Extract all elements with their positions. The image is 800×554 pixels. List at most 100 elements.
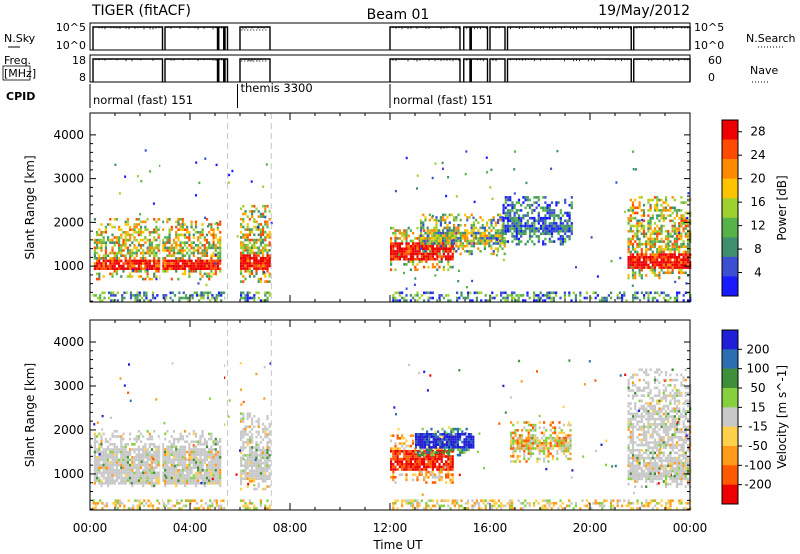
- ytick-label-0-2: 3000: [53, 172, 84, 186]
- colorbar-frame: [721, 329, 739, 505]
- colorbar-seg-1: [722, 349, 738, 369]
- colorbar-tick-1-7: -200: [744, 478, 771, 492]
- freq-tick-low: 8: [79, 71, 86, 84]
- colorbar-tick-0-4: 20: [750, 172, 765, 186]
- colorbar-seg-5: [722, 217, 738, 238]
- freq-tick-high: 18: [72, 54, 86, 67]
- colorbar-tick-1-5: -50: [748, 439, 768, 453]
- freq-label-box: [2, 65, 31, 81]
- echo-region-3: [420, 213, 506, 256]
- colorbar-tick-0-0: 4: [754, 266, 762, 280]
- ylabel-1: Slant Range [km]: [23, 363, 37, 467]
- colorbar-tick-0-6: 28: [750, 125, 765, 139]
- ytick-label-1-3: 4000: [53, 335, 84, 349]
- nsky-tick-low: 10^0: [56, 39, 86, 52]
- colorbar-seg-5: [722, 426, 738, 447]
- velocity-colorbar: [721, 329, 742, 505]
- cpid-mode-1: themis 3300: [241, 81, 313, 95]
- cpid-label: CPID: [6, 90, 35, 103]
- colorbar-seg-8: [722, 276, 738, 297]
- nsearch-label: N.Search: [746, 32, 796, 45]
- ytick-label-1-1: 2000: [53, 423, 84, 437]
- echo-region-0: [93, 430, 222, 488]
- xtick-label-6: 00:00: [673, 521, 708, 535]
- freq-trace: [92, 58, 691, 82]
- nave-label: Nave: [750, 64, 778, 77]
- nsearch-tick-high: 10^5: [694, 21, 724, 34]
- colorbar-tick-0-1: 8: [754, 242, 762, 256]
- colorbar-seg-0: [722, 120, 738, 140]
- echo-region-4: [510, 421, 572, 463]
- radar-title: TIGER (fitACF): [91, 3, 191, 19]
- nsky-noise: [92, 27, 689, 30]
- colorbar-seg-7: [722, 465, 738, 485]
- nsky-label: N.Sky: [4, 32, 36, 45]
- colorbar-seg-4: [722, 198, 738, 219]
- near-range-echoes: [92, 499, 692, 510]
- colorbar-tick-0-2: 12: [750, 219, 765, 233]
- xtick-label-3: 12:00: [373, 521, 408, 535]
- colorbar-seg-8: [722, 484, 738, 505]
- cpid-mode-0: normal (fast) 151: [93, 93, 193, 107]
- freq-label-2: [MHz]: [4, 67, 36, 80]
- xtick-label-0: 00:00: [73, 521, 108, 535]
- xtick-label-1: 04:00: [173, 521, 208, 535]
- ylabel-0: Slant Range [km]: [23, 155, 37, 259]
- echo-region-5: [627, 196, 692, 280]
- echo-region-2: [390, 226, 454, 271]
- colorbar-tick-1-4: -15: [748, 420, 768, 434]
- power-colorbar: [721, 119, 742, 297]
- freq-label-1: Freq.: [4, 54, 31, 67]
- date-label: 19/May/2012: [598, 3, 690, 19]
- echo-region-4: [502, 196, 573, 246]
- echo-region-0: [93, 218, 222, 281]
- colorbar-label-0: Power [dB]: [775, 175, 789, 240]
- beam-label: Beam 01: [367, 7, 430, 23]
- echo-region-2: [390, 434, 454, 484]
- colorbar-label-1: Velocity [m s^-1]: [775, 365, 789, 469]
- power-frame: [89, 112, 691, 303]
- colorbar-seg-2: [722, 159, 738, 179]
- colorbar-tick-0-5: 24: [750, 148, 765, 162]
- ytick-label-0-3: 4000: [53, 128, 84, 142]
- echo-region-1: [240, 204, 271, 283]
- colorbar-seg-6: [722, 237, 738, 258]
- colorbar-seg-0: [722, 330, 738, 350]
- colorbar-tick-0-3: 16: [750, 195, 765, 209]
- colorbar-seg-3: [722, 388, 738, 408]
- colorbar-seg-4: [722, 407, 738, 427]
- freq-noise: [92, 59, 689, 62]
- colorbar-tick-1-6: -100: [744, 458, 771, 472]
- colorbar-seg-1: [722, 139, 738, 160]
- echo-region-1: [240, 412, 271, 491]
- nsky-trace: [92, 26, 691, 50]
- xtick-label-2: 08:00: [273, 521, 308, 535]
- nave-tick-low: 0: [708, 71, 715, 84]
- colorbar-tick-1-2: 50: [750, 381, 765, 395]
- colorbar-tick-1-1: 100: [747, 362, 770, 376]
- xtick-label-5: 20:00: [573, 521, 608, 535]
- scatter-echoes: [90, 359, 690, 496]
- colorbar-seg-2: [722, 368, 738, 389]
- colorbar-tick-1-0: 200: [747, 342, 770, 356]
- echo-region-5: [627, 368, 692, 488]
- colorbar-seg-3: [722, 178, 738, 199]
- colorbar-tick-1-3: 15: [750, 400, 765, 414]
- nave-tick-high: 60: [708, 54, 722, 67]
- colorbar-seg-6: [722, 446, 738, 466]
- nsky-tick-high: 10^5: [56, 21, 86, 34]
- cpid-mode-2: normal (fast) 151: [393, 93, 493, 107]
- nsearch-tick-low: 10^0: [694, 39, 724, 52]
- ytick-label-1-2: 3000: [53, 379, 84, 393]
- xaxis-label: Time UT: [372, 538, 423, 552]
- ytick-label-1-0: 1000: [53, 467, 84, 481]
- ytick-label-0-0: 1000: [53, 259, 84, 273]
- xtick-label-4: 16:00: [473, 521, 508, 535]
- power-panel: [92, 113, 692, 302]
- ytick-label-0-1: 2000: [53, 215, 84, 229]
- colorbar-frame: [721, 119, 739, 297]
- velocity-panel: [90, 320, 692, 510]
- colorbar-seg-7: [722, 256, 738, 277]
- near-range-echoes: [92, 291, 692, 302]
